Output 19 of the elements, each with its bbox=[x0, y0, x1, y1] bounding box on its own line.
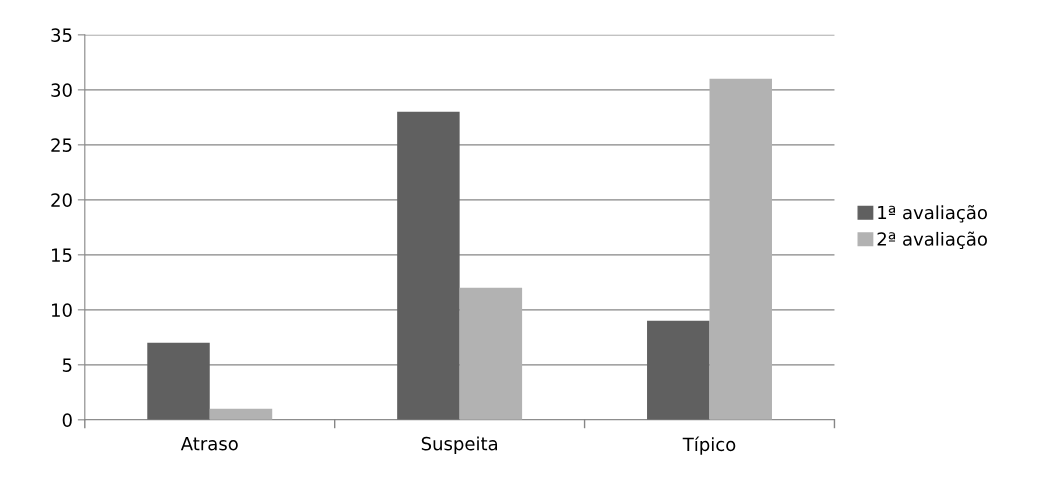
x-tick-label: Típico bbox=[682, 436, 736, 455]
y-tick-label: 25 bbox=[51, 138, 72, 152]
bar bbox=[459, 287, 523, 420]
y-tick-label: 20 bbox=[51, 193, 72, 207]
y-tick-label: 5 bbox=[62, 358, 72, 372]
legend-label: 2ª avaliação bbox=[877, 231, 987, 250]
y-tick-label: 30 bbox=[51, 83, 72, 97]
bar bbox=[397, 111, 460, 420]
y-tick-label: 15 bbox=[52, 248, 72, 262]
legend-label: 1ª avaliação bbox=[878, 205, 987, 223]
bar bbox=[647, 320, 710, 420]
x-tick-label: Suspeita bbox=[421, 436, 498, 454]
bar bbox=[147, 342, 210, 420]
y-tick-label: 10 bbox=[52, 303, 72, 317]
y-tick-label: 0 bbox=[62, 413, 72, 427]
y-tick-label: 35 bbox=[51, 28, 72, 42]
x-tick-label: Atraso bbox=[180, 437, 238, 451]
bar bbox=[209, 408, 273, 420]
bar bbox=[709, 78, 772, 420]
